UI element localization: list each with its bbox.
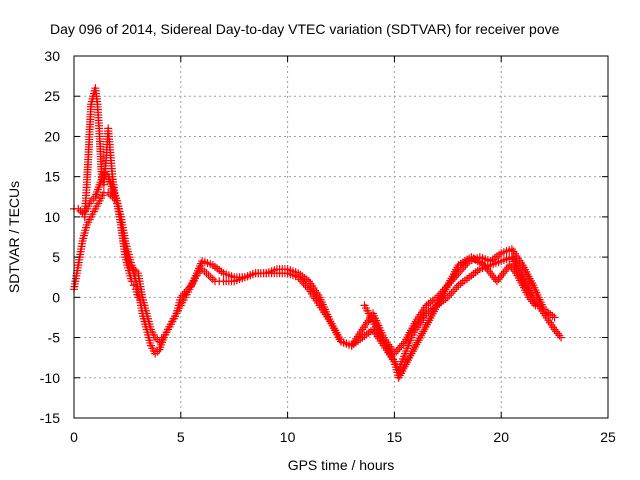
data-point [553, 329, 562, 338]
data-point [508, 265, 517, 274]
data-point [550, 325, 559, 334]
data-point [303, 283, 312, 292]
data-point [528, 297, 537, 306]
data-point [550, 313, 559, 322]
plot-frame [73, 55, 609, 419]
data-point [395, 343, 404, 352]
series-track-3 [80, 84, 143, 302]
x-axis-label: GPS time / hours [288, 457, 395, 473]
data-points [70, 84, 566, 382]
data-point [557, 333, 566, 342]
data-point [183, 285, 192, 294]
data-point [486, 269, 495, 278]
y-tick-label: 5 [52, 249, 60, 265]
data-point [524, 293, 533, 302]
data-point [505, 261, 514, 270]
data-point [447, 289, 456, 298]
y-tick-label: 20 [44, 128, 60, 144]
data-point [499, 269, 508, 278]
data-point [443, 293, 452, 302]
x-tick-label: 25 [600, 429, 616, 445]
data-point [492, 277, 501, 286]
data-point [484, 267, 493, 276]
data-point [397, 341, 406, 350]
y-tick-label: 15 [44, 169, 60, 185]
data-point [452, 283, 461, 292]
data-point [480, 261, 489, 270]
x-tick-label: 10 [280, 429, 296, 445]
y-tick-label: 10 [44, 209, 60, 225]
x-tick-label: 20 [493, 429, 509, 445]
data-point [399, 339, 408, 348]
y-tick-label: 25 [44, 88, 60, 104]
y-tick-label: -5 [48, 330, 61, 346]
data-point [529, 299, 538, 308]
data-point [552, 327, 561, 336]
data-point [507, 263, 516, 272]
data-point [488, 271, 497, 280]
data-point [483, 265, 492, 274]
data-point [176, 293, 185, 302]
data-point [180, 289, 189, 298]
data-point [531, 301, 540, 310]
data-point [555, 331, 564, 340]
data-point [449, 287, 458, 296]
data-point [182, 287, 191, 296]
y-tick-label: -10 [40, 370, 60, 386]
chart-title: Day 096 of 2014, Sidereal Day-to-day VTE… [50, 21, 560, 37]
data-point [127, 277, 136, 286]
y-tick-label: 30 [44, 48, 60, 64]
data-point [134, 293, 143, 302]
data-point [497, 271, 506, 280]
data-point [178, 291, 187, 300]
x-tick-label: 5 [177, 429, 185, 445]
data-point [510, 267, 519, 276]
data-point [185, 283, 194, 292]
data-point [526, 295, 535, 304]
series-track-4 [360, 253, 540, 382]
data-point [494, 275, 503, 284]
y-axis-label: SDTVAR / TECUs [6, 181, 22, 293]
data-point [392, 347, 401, 356]
data-point [481, 263, 490, 272]
x-tick-label: 15 [387, 429, 403, 445]
data-point [393, 345, 402, 354]
y-tick-label: -15 [40, 410, 60, 426]
axis-ticks: 0 5 10 15 20 25 -15 -10 -5 0 5 10 15 20 25 30 [40, 48, 616, 445]
y-tick-label: 0 [52, 289, 60, 305]
data-point [129, 281, 138, 290]
data-point [496, 273, 505, 282]
x-tick-label: 0 [70, 429, 78, 445]
data-point [450, 285, 459, 294]
data-point [500, 267, 509, 276]
data-point [445, 291, 454, 300]
